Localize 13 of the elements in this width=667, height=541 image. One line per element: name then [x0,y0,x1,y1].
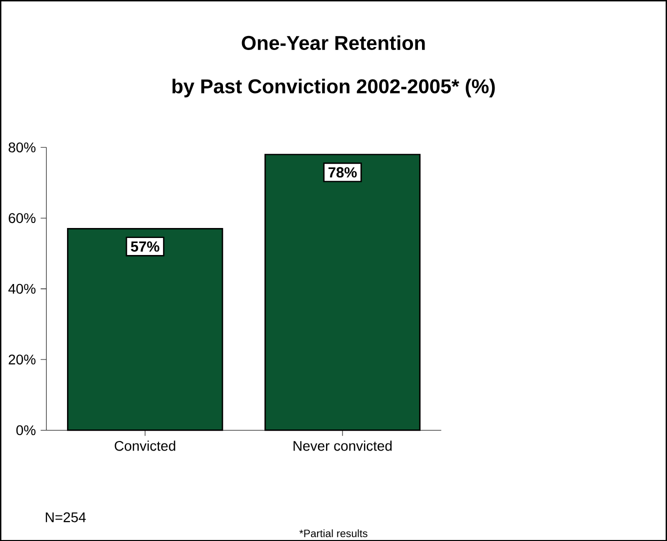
y-tick-label: 20% [8,354,36,364]
x-tick-label: Never convicted [294,440,392,451]
data-label: 57% [130,241,160,252]
text: N=254 [46,512,86,522]
x-tick-label: Convicted [114,440,176,451]
y-tick-label: 60% [8,213,36,223]
y-tick-label: 0% [16,425,36,436]
text: *Partial results [299,529,368,538]
chart-subtitle: by Past Conviction 2002-2005* (%) [172,78,495,98]
y-tick-label: 80% [8,142,36,152]
data-label: 78% [328,167,357,178]
chart-title: One-Year Retention [242,35,425,50]
y-tick-label: 40% [8,284,36,294]
